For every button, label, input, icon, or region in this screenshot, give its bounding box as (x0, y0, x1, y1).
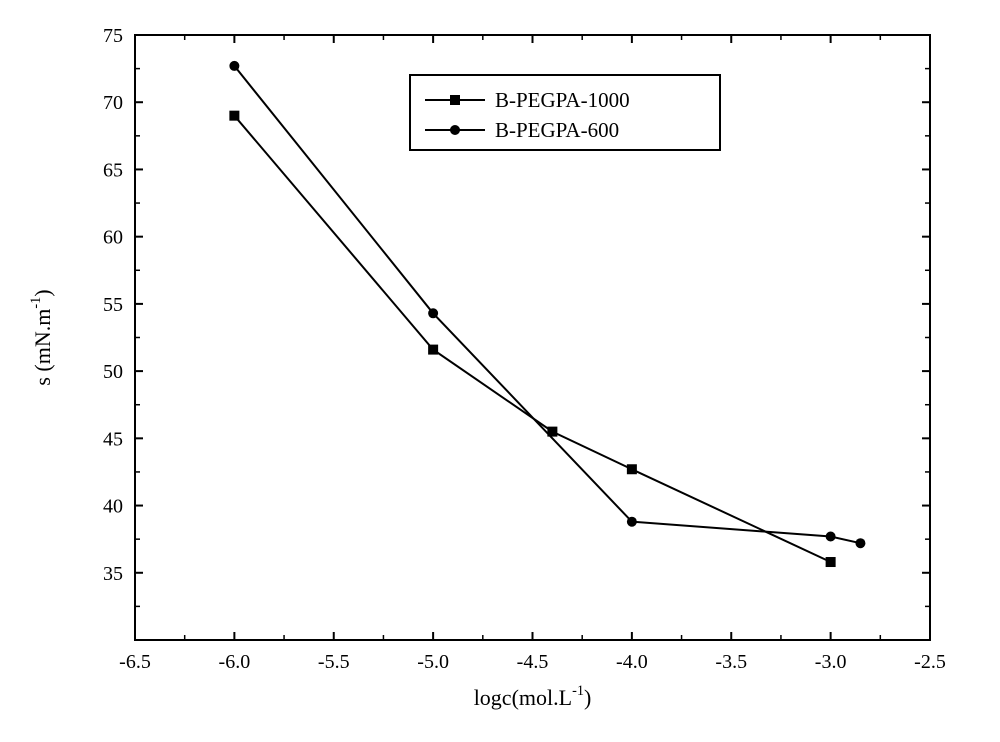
y-tick-label: 55 (103, 294, 123, 316)
legend-label: B-PEGPA-600 (495, 118, 619, 142)
x-tick-label: -5.5 (318, 651, 350, 673)
y-tick-label: 60 (103, 227, 123, 249)
y-tick-label: 50 (103, 361, 123, 383)
square-marker-icon (627, 464, 637, 474)
y-tick-label: 45 (103, 428, 123, 450)
series-line (234, 116, 830, 562)
circle-marker-icon (450, 125, 460, 135)
y-tick-label: 35 (103, 563, 123, 585)
y-tick-label: 75 (103, 25, 123, 47)
y-tick-label: 70 (103, 92, 123, 114)
x-tick-label: -3.5 (715, 651, 747, 673)
chart-svg: -6.5 -6.0 -5.5 -5.0 -4.5 -4.0 -3.5 -3.0 -2.5 35 40… (0, 0, 1000, 742)
x-tick-label: -4.0 (616, 651, 648, 673)
square-marker-icon (428, 345, 438, 355)
x-tick-label: -6.0 (219, 651, 251, 673)
circle-marker-icon (855, 538, 865, 548)
x-tick-label: -6.5 (119, 651, 151, 673)
legend-label: B-PEGPA-1000 (495, 88, 630, 112)
circle-marker-icon (229, 61, 239, 71)
chart-container: -6.5 -6.0 -5.5 -5.0 -4.5 -4.0 -3.5 -3.0 -2.5 35 40… (0, 0, 1000, 742)
square-marker-icon (229, 111, 239, 121)
x-tick-label: -4.5 (517, 651, 549, 673)
x-tick-label: -5.0 (417, 651, 449, 673)
x-tick-label: -2.5 (914, 651, 946, 673)
square-marker-icon (450, 95, 460, 105)
square-marker-icon (826, 557, 836, 567)
circle-marker-icon (627, 517, 637, 527)
y-tick-label: 65 (103, 159, 123, 181)
circle-marker-icon (826, 531, 836, 541)
y-tick-label: 40 (103, 496, 123, 518)
x-tick-label: -3.0 (815, 651, 847, 673)
y-axis-label: s (mN.m-1) (28, 289, 55, 385)
circle-marker-icon (428, 308, 438, 318)
x-axis-label: logc(mol.L-1) (474, 683, 592, 710)
